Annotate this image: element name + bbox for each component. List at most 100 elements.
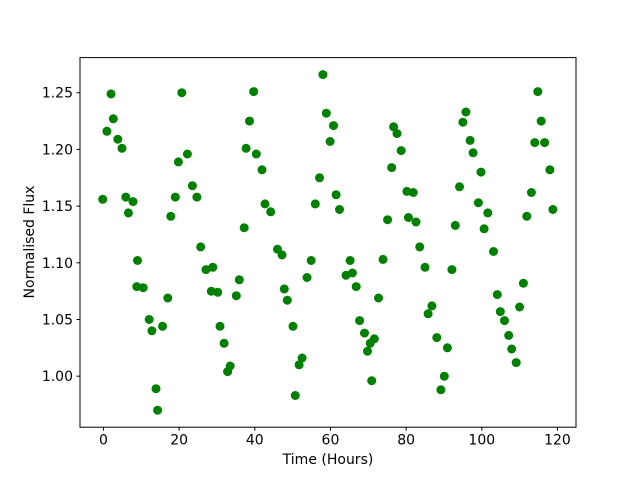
data-point [306,256,316,265]
data-point [302,273,312,282]
data-point [420,262,430,272]
data-point [495,307,505,317]
data-point [347,268,357,278]
data-point [288,321,298,331]
data-point [151,384,161,394]
data-point [396,146,406,156]
x-tick-label: 60 [322,433,340,449]
data-point [297,353,307,363]
data-point [245,116,254,126]
data-point [461,107,471,117]
data-point [450,220,460,230]
data-point [239,223,249,233]
data-point [415,242,425,252]
data-point [335,205,344,214]
data-point [231,291,241,301]
data-point [540,138,550,148]
x-axis-label: Time (Hours) [282,452,374,468]
data-point [518,278,528,288]
data-point [318,70,328,80]
data-point [208,262,218,272]
data-point [355,316,365,326]
data-point [102,126,112,136]
data-point [310,199,320,209]
data-point [367,376,377,386]
x-tick-label: 20 [170,433,188,449]
data-point [277,250,287,260]
data-point [489,247,498,256]
data-point [365,338,375,348]
data-point [411,217,421,227]
data-point [548,205,558,214]
data-point [351,282,361,292]
data-point [483,208,493,218]
data-point [98,194,108,204]
data-point [182,149,192,159]
data-point [423,309,433,319]
data-point [234,275,244,285]
data-point [192,192,202,202]
data-point [387,163,397,173]
data-point [476,167,486,177]
data-point [392,129,402,139]
data-point [374,293,383,303]
data-point [504,330,514,340]
data-point [345,256,355,265]
x-tick-label: 80 [397,433,415,449]
data-point [241,143,251,153]
data-point [158,321,167,331]
data-point [177,88,187,98]
data-point [389,122,399,132]
data-point [465,135,475,145]
data-point [282,295,292,305]
data-point [363,346,372,356]
data-point [536,116,546,126]
data-point [455,182,464,192]
axes-spines [79,57,577,428]
data-point [279,284,289,294]
data-point [325,137,335,146]
data-point [439,371,449,381]
y-tick-label: 1.20 [42,142,73,158]
data-point [315,173,324,183]
data-point [473,198,483,208]
data-point [533,87,543,97]
data-point [121,192,131,202]
data-point [458,117,468,127]
data-point [321,108,331,118]
data-point [223,367,233,377]
data-point [113,134,123,144]
data-point [545,165,555,175]
data-point [196,242,206,252]
data-point [479,224,489,234]
data-point [468,148,478,158]
y-tick-label: 1.15 [42,199,73,215]
data-point [515,302,525,312]
data-point [427,301,437,311]
data-point [331,190,341,200]
data-point [128,197,138,207]
data-point [251,149,261,159]
data-point [201,265,211,275]
data-point [500,316,509,326]
data-point [260,199,270,209]
data-point [123,208,133,218]
data-point [108,114,118,124]
data-point [249,87,259,97]
data-point [522,211,532,221]
data-point [133,256,142,265]
data-point [215,321,225,331]
data-point [147,326,157,336]
x-tick-label: 120 [544,433,571,449]
data-point [378,254,388,264]
data-point [219,338,229,348]
data-point [138,283,148,293]
y-tick-label: 1.00 [42,369,73,385]
x-tick-label: 100 [468,433,495,449]
data-point [442,343,452,353]
y-tick-label: 1.10 [42,256,73,272]
y-axis-label: Normalised Flux [22,185,38,299]
data-point [329,121,338,131]
data-point [213,287,223,297]
